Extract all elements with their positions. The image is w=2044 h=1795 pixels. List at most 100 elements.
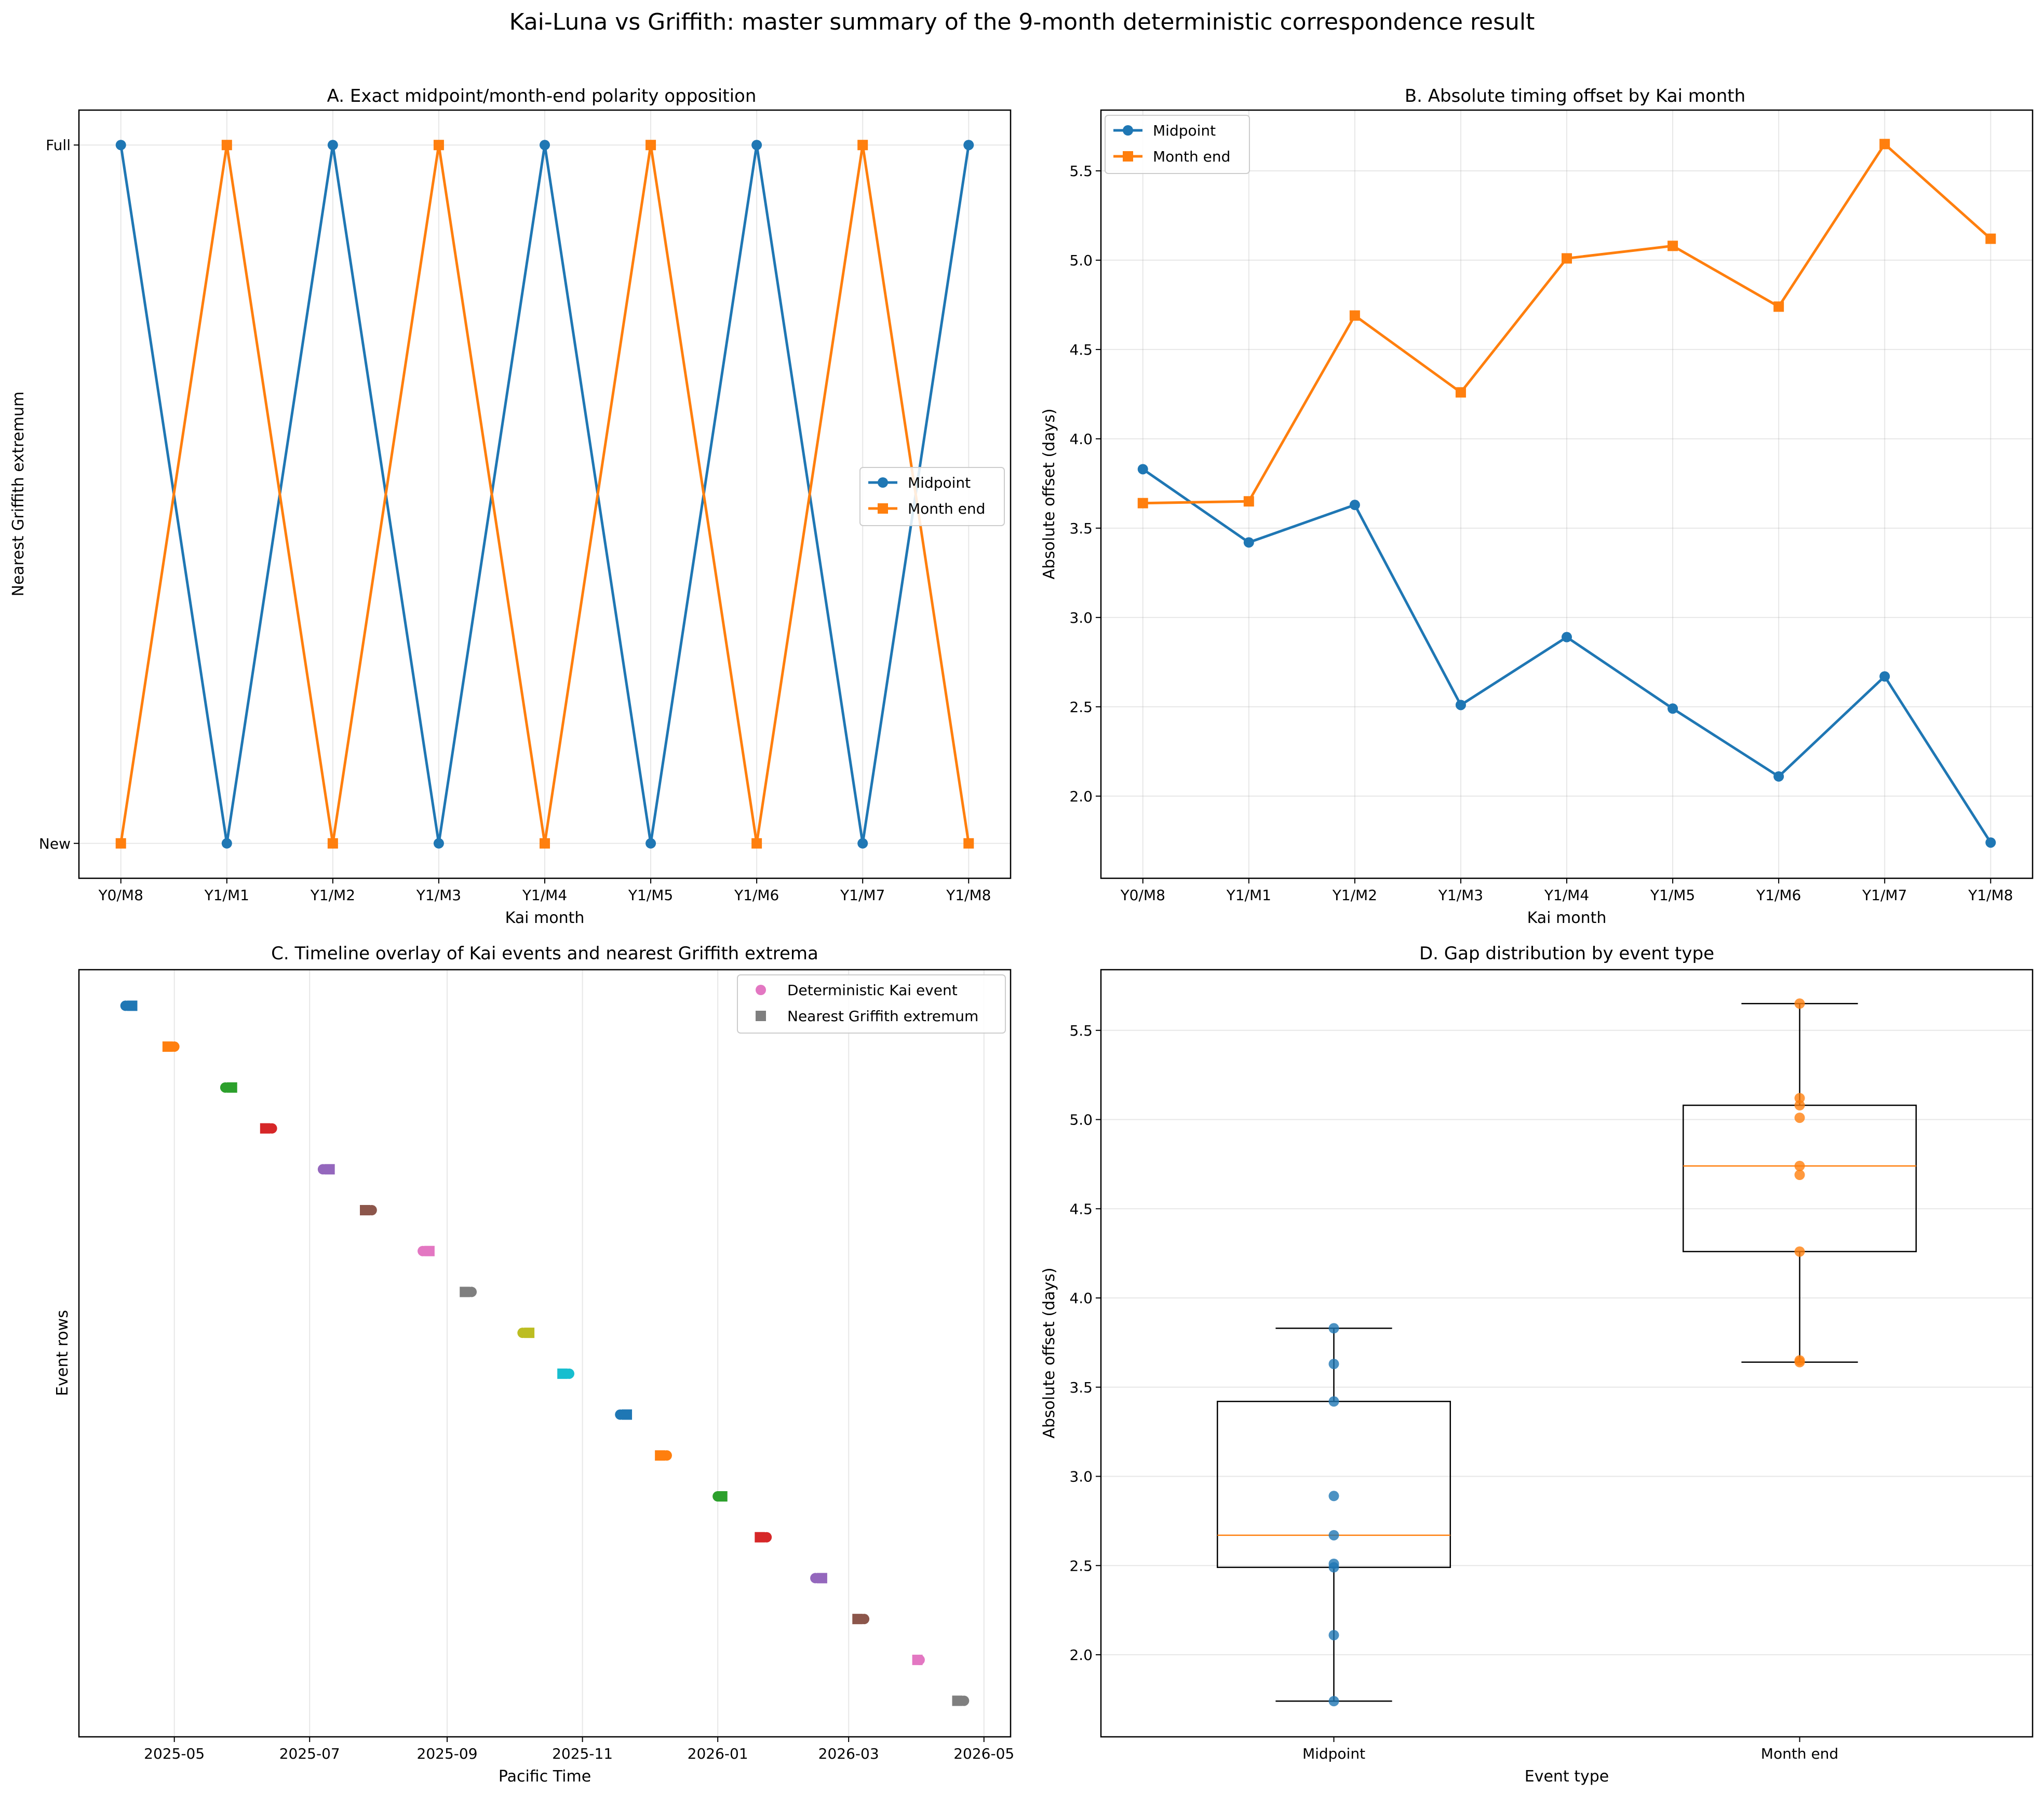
y-tick-label: 4.5	[1069, 341, 1093, 358]
midpoint-point	[1879, 671, 1890, 682]
x-tick-label: Y1/M4	[522, 887, 567, 904]
midpoint-point	[751, 140, 762, 151]
x-tick-label: Y0/M8	[98, 887, 143, 904]
x-tick-label: Y1/M8	[1968, 887, 2013, 904]
y-tick-label: 3.0	[1069, 1468, 1093, 1485]
panel-c-title: C. Timeline overlay of Kai events and ne…	[271, 943, 818, 964]
midpoint-point	[963, 140, 974, 151]
panel-d-xlabel: Event type	[1525, 1767, 1609, 1786]
x-tick-label: Y1/M3	[416, 887, 461, 904]
griffith-extremum-point	[524, 1328, 535, 1338]
month-end-point	[963, 838, 974, 849]
y-tick-label: 5.0	[1069, 1111, 1093, 1129]
month-end-point	[221, 140, 232, 151]
panel-a-legend-midpoint-label: Midpoint	[908, 474, 971, 491]
x-tick-label: Midpoint	[1302, 1745, 1365, 1762]
x-tick-label: Y1/M1	[204, 887, 249, 904]
griffith-extremum-point	[460, 1287, 470, 1297]
panel-a-legend-monthend-label: Month end	[908, 500, 985, 517]
x-tick-label: Y1/M6	[1756, 887, 1801, 904]
x-tick-label: 2025-11	[552, 1745, 613, 1762]
figure-title: Kai-Luna vs Griffith: master summary of …	[509, 9, 1535, 35]
panel-a-legend: Midpoint Month end	[859, 467, 1005, 526]
y-tick-label: 2.5	[1069, 1557, 1093, 1574]
panel-d-title: D. Gap distribution by event type	[1419, 943, 1714, 964]
midpoint-point	[1137, 464, 1148, 475]
midpoint-point	[1668, 703, 1678, 714]
midpoint-point	[1562, 632, 1572, 642]
month-end-point	[1455, 387, 1466, 398]
month-end-point	[1562, 253, 1572, 264]
panel-a-title: A. Exact midpoint/month-end polarity opp…	[327, 86, 757, 106]
x-tick-label: 2026-05	[953, 1745, 1014, 1762]
griffith-extremum-point	[127, 1000, 138, 1011]
panel-c-ylabel: Event rows	[53, 1310, 72, 1396]
panel-b-series	[1137, 139, 1996, 848]
panel-c-legend-griffith-marker	[756, 1011, 766, 1021]
panel-d-axes	[1100, 969, 2034, 1738]
x-tick-label: 2025-05	[144, 1745, 205, 1762]
panel-a-ylabel: Nearest Griffith extremum	[9, 392, 28, 597]
panel-d-grid	[1101, 1029, 2033, 1655]
midpoint-point	[646, 838, 656, 849]
midpoint-point	[1349, 500, 1360, 511]
panel-b-legend-monthend-label: Month end	[1153, 148, 1230, 165]
gap-point	[1328, 1323, 1339, 1334]
gap-point	[1794, 1170, 1805, 1181]
panel-a-series	[115, 140, 974, 849]
griffith-extremum-point	[260, 1123, 271, 1134]
griffith-extremum-point	[324, 1164, 335, 1175]
panel-c-x-ticks: 2025-05 2025-07 2025-09 2025-11 2026-01 2026-…	[144, 1737, 1014, 1762]
panel-a: A. Exact midpoint/month-end polarity opp…	[9, 86, 1012, 927]
panel-c: C. Timeline overlay of Kai events and ne…	[53, 943, 1014, 1786]
month-end-point	[1985, 233, 1996, 244]
griffith-extremum-point	[717, 1491, 728, 1502]
x-tick-label: Y1/M5	[628, 887, 673, 904]
panel-b-grid	[1101, 110, 2033, 878]
gap-point	[1794, 1246, 1805, 1257]
midpoint-point	[221, 838, 232, 849]
x-tick-label: Y1/M6	[734, 887, 779, 904]
midpoint-point	[433, 838, 444, 849]
griffith-extremum-point	[952, 1695, 963, 1706]
x-tick-label: 2025-07	[279, 1745, 340, 1762]
panel-a-y-ticks: New Full	[39, 137, 79, 852]
iqr-box	[1217, 1400, 1451, 1568]
gap-point	[1328, 1491, 1339, 1502]
y-tick-label: 4.0	[1069, 431, 1093, 448]
x-tick-label: Y1/M3	[1438, 887, 1483, 904]
panel-a-legend-midpoint-marker	[878, 477, 888, 488]
griffith-extremum-point	[655, 1450, 666, 1461]
griffith-extremum-point	[622, 1409, 633, 1420]
midpoint-point	[1243, 537, 1254, 548]
midpoint-point	[1773, 771, 1784, 782]
panel-c-series	[120, 1000, 970, 1706]
month-end-point	[1773, 301, 1784, 312]
panel-b-legend-midpoint-marker	[1123, 125, 1133, 136]
x-tick-label: 2025-09	[417, 1745, 478, 1762]
griffith-extremum-point	[226, 1082, 237, 1093]
griffith-extremum-point	[852, 1614, 863, 1625]
midpoint-point	[857, 838, 868, 849]
panel-a-legend-monthend-marker	[878, 503, 888, 514]
y-tick-label: 2.0	[1069, 788, 1093, 805]
y-tick-label: 4.5	[1069, 1200, 1093, 1217]
month-end-point	[1349, 310, 1360, 321]
griffith-extremum-point	[816, 1573, 827, 1584]
month-end-point	[327, 838, 338, 849]
month-end-point	[1668, 240, 1678, 251]
month-end-point	[433, 140, 444, 151]
month-end-point	[1137, 498, 1148, 508]
midpoint-point	[1455, 700, 1466, 711]
panel-c-legend-kai-marker	[756, 985, 766, 995]
midpoint-point	[540, 140, 550, 151]
y-tick-label: 5.0	[1069, 252, 1093, 269]
panel-c-axes	[78, 969, 1012, 1738]
griffith-extremum-point	[162, 1041, 173, 1052]
x-tick-label: 2026-03	[818, 1745, 879, 1762]
griffith-extremum-point	[424, 1245, 435, 1256]
gap-point	[1794, 1355, 1805, 1366]
gap-point	[1328, 1396, 1339, 1407]
panel-b-y-ticks: 2.0 2.5 3.0 3.5 4.0 4.5 5.0 5.5	[1069, 163, 1101, 805]
